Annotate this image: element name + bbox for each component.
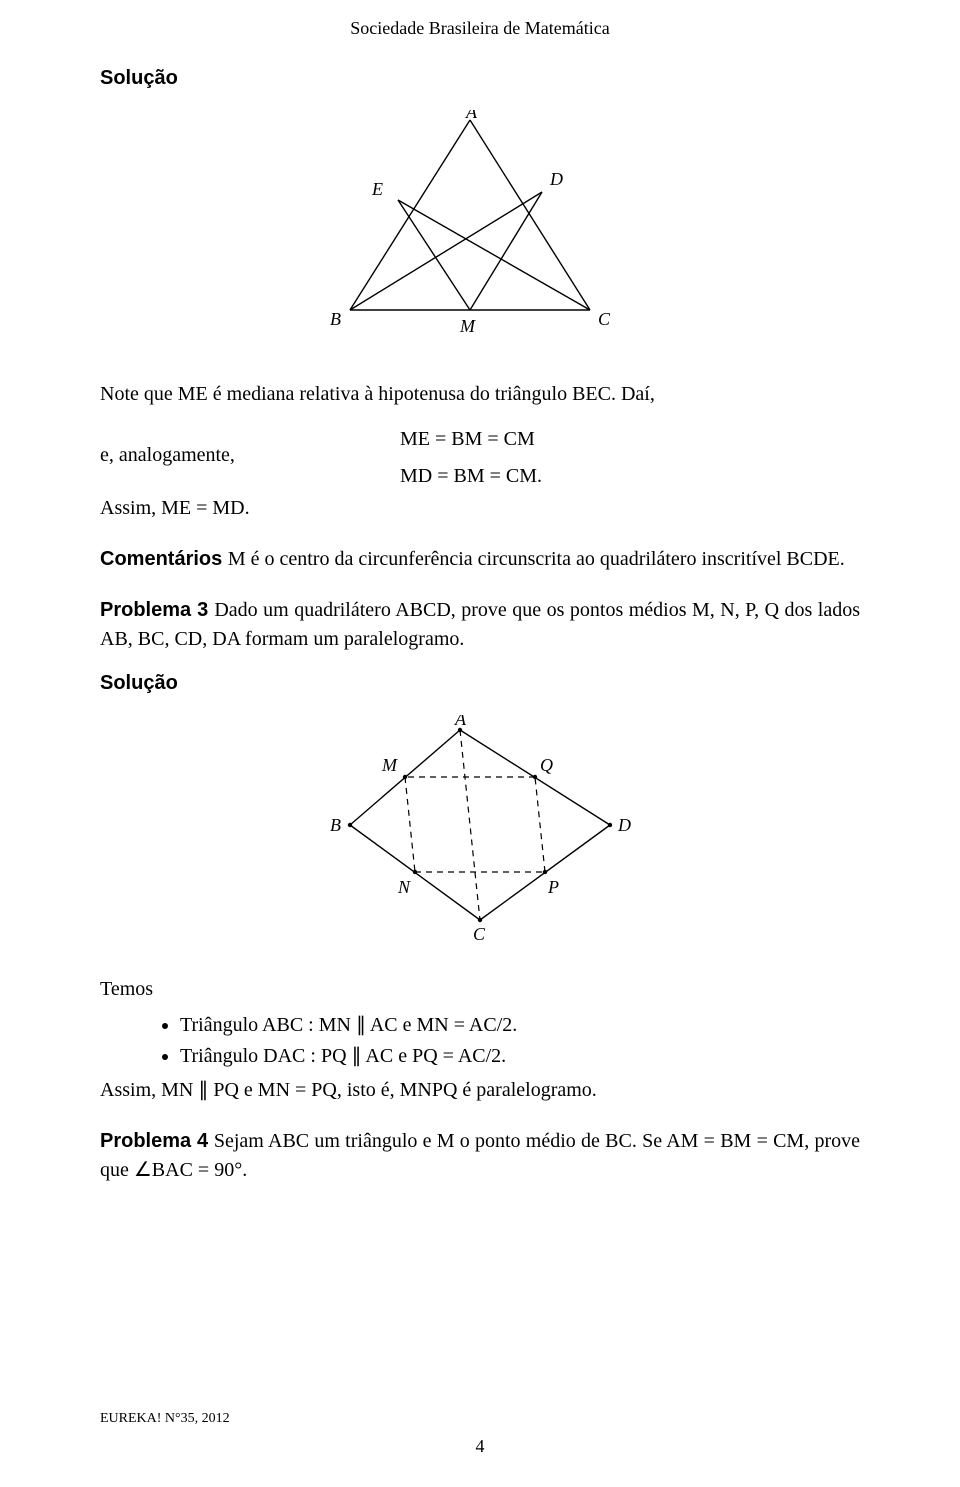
fig1-label-M: M <box>459 316 476 336</box>
figure-varignon: A B C D M N P Q <box>100 715 860 945</box>
fig1-label-C: C <box>598 309 611 329</box>
page-number: 4 <box>0 1436 960 1457</box>
fig1-label-B: B <box>330 309 341 329</box>
p-assim1: Assim, ME = MD. <box>100 494 300 523</box>
problema3-text: Dado um quadrilátero ABCD, prove que os … <box>100 599 860 650</box>
figure2-svg: A B C D M N P Q <box>310 715 650 945</box>
problema3-label: Problema 3 <box>100 599 214 621</box>
eq-md-bm-cm: MD = BM = CM. <box>300 462 860 491</box>
p-assim2: Assim, MN ∥ PQ e MN = PQ, isto é, MNPQ é… <box>100 1076 860 1105</box>
bullet-list: Triângulo ABC : MN ∥ AC e MN = AC/2. Tri… <box>100 1012 860 1068</box>
comentarios-text: M é o centro da circunferência circunscr… <box>228 548 845 570</box>
fig2-label-B: B <box>330 815 341 835</box>
footer-left: EUREKA! N°35, 2012 <box>100 1411 230 1427</box>
fig2-label-P: P <box>547 877 559 897</box>
page-header: Sociedade Brasileira de Matemática <box>100 18 860 39</box>
bullet-1: Triângulo ABC : MN ∥ AC e MN = AC/2. <box>180 1012 860 1037</box>
fig1-label-E: E <box>371 179 383 199</box>
p-intro: Note que ME é mediana relativa à hipoten… <box>100 380 860 409</box>
solution-heading-1: Solução <box>100 67 860 90</box>
fig1-label-D: D <box>549 169 563 189</box>
fig1-label-A: A <box>465 110 478 122</box>
eq-me-bm-cm: ME = BM = CM <box>300 425 860 454</box>
comentarios-label: Comentários <box>100 548 228 570</box>
fig2-label-D: D <box>617 815 631 835</box>
bullet-2: Triângulo DAC : PQ ∥ AC e PQ = AC/2. <box>180 1043 860 1068</box>
p-problema4: Problema 4 Sejam ABC um triângulo e M o … <box>100 1127 860 1185</box>
fig2-label-Q: Q <box>540 755 553 775</box>
fig2-label-C: C <box>473 924 486 944</box>
solution-heading-2: Solução <box>100 672 860 695</box>
problema4-label: Problema 4 <box>100 1130 214 1152</box>
temos-heading: Temos <box>100 975 860 1004</box>
page: Sociedade Brasileira de Matemática Soluç… <box>0 0 960 1487</box>
p-analogamente: e, analogamente, <box>100 441 300 470</box>
figure-triangle-bec: A B C M E D <box>100 110 860 350</box>
p-comentarios: Comentários M é o centro da circunferênc… <box>100 545 860 574</box>
figure1-svg: A B C M E D <box>310 110 650 350</box>
p-problema3: Problema 3 Dado um quadrilátero ABCD, pr… <box>100 596 860 654</box>
fig2-label-M: M <box>381 755 398 775</box>
fig2-label-N: N <box>397 877 411 897</box>
problema4-text: Sejam ABC um triângulo e M o ponto médio… <box>100 1130 860 1181</box>
fig2-label-A: A <box>454 715 467 729</box>
